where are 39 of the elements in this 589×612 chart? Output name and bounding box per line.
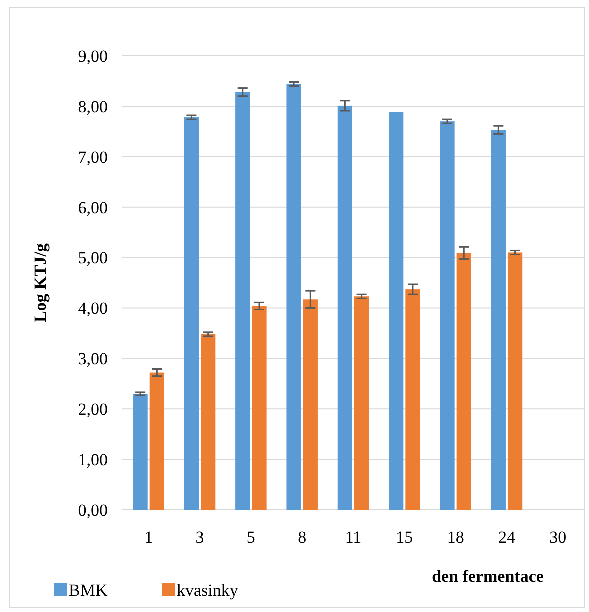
bar (236, 92, 250, 510)
x-tick-label: 1 (144, 528, 154, 547)
y-tick-label: 4,00 (78, 299, 108, 318)
legend-label: BMK (69, 580, 108, 600)
y-tick-label: 6,00 (78, 198, 108, 218)
bar (201, 334, 216, 510)
y-tick-label: 1,00 (78, 450, 108, 470)
bar (150, 372, 164, 510)
y-axis-title: Log KTJ/g (31, 243, 50, 322)
x-tick-label: 3 (196, 528, 204, 547)
x-tick-label: 24 (498, 528, 516, 547)
x-tick-label: 30 (550, 528, 567, 547)
x-tick-label: 18 (447, 528, 464, 547)
legend-label: kvasinky (177, 580, 239, 600)
y-tick-label: 8,00 (78, 97, 108, 116)
bar (184, 118, 200, 510)
bar (389, 112, 404, 510)
bar (133, 394, 148, 510)
x-tick-label: 5 (246, 528, 256, 547)
y-tick-label: 2,00 (78, 400, 108, 420)
bar (338, 106, 352, 510)
bar (354, 296, 370, 510)
bar (406, 290, 420, 510)
bar (252, 306, 267, 510)
y-tick-label: 3,00 (78, 350, 108, 369)
y-tick-label: 7,00 (78, 148, 108, 167)
x-tick-label: 8 (298, 528, 307, 547)
bar (303, 300, 318, 510)
bar (508, 252, 523, 510)
bar (286, 84, 302, 510)
bar (491, 130, 506, 510)
x-tick-label: 11 (345, 528, 362, 547)
y-tick-label: 9,00 (78, 46, 108, 66)
y-tick-label: 5,00 (78, 248, 108, 268)
bar (440, 122, 455, 510)
x-tick-label: 15 (396, 528, 414, 547)
bar (456, 253, 472, 510)
x-axis-title: den fermentace (432, 567, 544, 586)
y-tick-label: 0,00 (78, 500, 108, 520)
